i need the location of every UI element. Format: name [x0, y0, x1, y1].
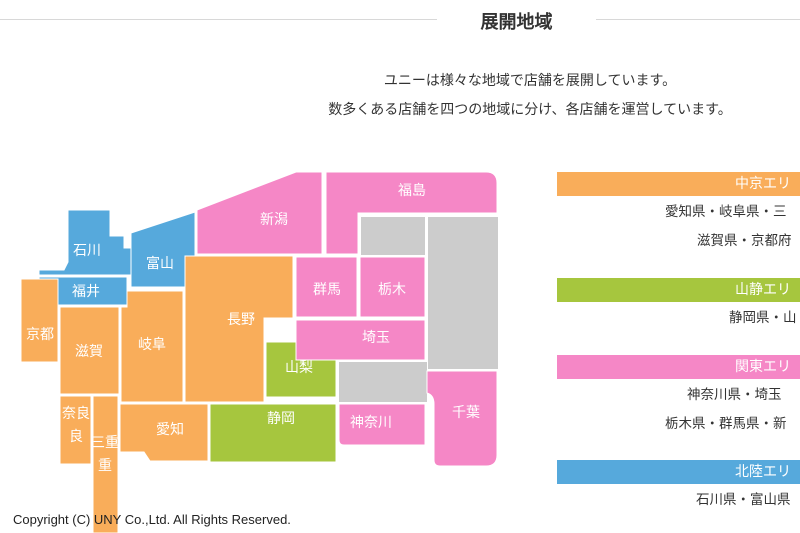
- area-prefs-line: 静岡県・山: [729, 310, 797, 326]
- area-prefs-line: 神奈川県・埼玉: [687, 387, 782, 403]
- prefecture-label: 三重: [91, 435, 119, 451]
- prefecture-kanagawa[interactable]: 神奈川: [338, 403, 426, 446]
- prefecture-nara[interactable]: 奈良 良: [59, 395, 92, 465]
- prefecture-shizuoka[interactable]: 静岡: [209, 403, 337, 463]
- prefecture-label: 新潟: [260, 212, 288, 228]
- prefecture-kyoto[interactable]: 京都: [20, 278, 59, 363]
- prefecture-label: 滋賀: [75, 344, 103, 360]
- prefecture-chiba[interactable]: 千葉: [426, 370, 498, 467]
- prefecture-label: 静岡: [267, 411, 295, 427]
- map-area-other-east: [428, 217, 498, 369]
- prefecture-label: 京都: [26, 327, 54, 343]
- prefecture-label: 奈良: [62, 406, 90, 422]
- prefecture-label-2: 重: [98, 458, 112, 474]
- area-chukyo: 中京エリ 愛知県・岐阜県・三 滋賀県・京都府: [557, 172, 800, 256]
- prefecture-label: 福井: [72, 284, 100, 300]
- prefecture-mie[interactable]: 三重 重: [91, 395, 119, 533]
- prefecture-label: 長野: [227, 312, 255, 328]
- area-prefs-line: 愛知県・岐阜県・三: [665, 204, 787, 220]
- prefecture-niigata[interactable]: 新潟: [196, 171, 323, 255]
- intro-line-2: 数多くある店舗を四つの地域に分け、各店舗を運営しています。: [328, 102, 732, 118]
- prefecture-fukushima[interactable]: 福島: [325, 171, 498, 255]
- prefecture-label: 群馬: [313, 282, 341, 298]
- prefecture-label: 栃木: [378, 282, 406, 298]
- area-bar-kanto[interactable]: 関東エリ: [557, 355, 800, 379]
- prefecture-label: 石川: [73, 243, 101, 259]
- prefecture-label: 神奈川: [350, 415, 392, 431]
- prefecture-label: 福島: [398, 183, 426, 199]
- heading-divider-right: [596, 19, 800, 20]
- prefecture-shiga[interactable]: 滋賀: [59, 306, 120, 395]
- area-sanjo: 山静エリ 静岡県・山: [557, 278, 800, 333]
- copyright-text: Copyright (C) UNY Co.,Ltd. All Rights Re…: [13, 512, 291, 527]
- prefecture-aichi[interactable]: 愛知: [119, 403, 209, 462]
- prefecture-label: 千葉: [452, 405, 480, 421]
- area-prefs-line: 石川県・富山県: [696, 492, 791, 508]
- area-bar-sanjo[interactable]: 山静エリ: [557, 278, 800, 302]
- area-hokuriku: 北陸エリ 石川県・富山県: [557, 460, 800, 515]
- prefecture-label: 富山: [146, 255, 174, 272]
- prefecture-toyama[interactable]: 富山: [130, 211, 196, 288]
- prefecture-tochigi[interactable]: 栃木: [359, 256, 426, 318]
- prefecture-ishikawa[interactable]: 石川: [38, 209, 132, 276]
- map-area-other-south: [339, 362, 427, 402]
- area-bar-chukyo[interactable]: 中京エリ: [557, 172, 800, 196]
- prefecture-label-2: 良: [69, 429, 83, 445]
- prefecture-nagano[interactable]: 長野: [184, 255, 294, 403]
- prefecture-label: 埼玉: [362, 330, 390, 346]
- prefecture-saitama[interactable]: 埼玉: [295, 319, 426, 361]
- area-kanto: 関東エリ 神奈川県・埼玉 栃木県・群馬県・新: [557, 355, 800, 439]
- area-prefs-line: 滋賀県・京都府: [697, 233, 792, 249]
- intro-line-1: ユニーは様々な地域で店舗を展開しています。: [383, 73, 677, 89]
- heading-divider-left: [0, 19, 437, 20]
- prefecture-gunma[interactable]: 群馬: [295, 256, 358, 318]
- prefecture-gifu[interactable]: 岐阜: [120, 290, 184, 403]
- area-prefs-line: 栃木県・群馬県・新: [665, 416, 787, 432]
- map-area-other-north: [361, 217, 425, 255]
- prefecture-label: 愛知: [156, 421, 184, 438]
- prefecture-label: 山梨: [285, 360, 313, 376]
- section-title: 展開地域: [480, 12, 553, 33]
- prefecture-label: 岐阜: [138, 336, 166, 353]
- area-bar-hokuriku[interactable]: 北陸エリ: [557, 460, 800, 484]
- region-map: 石川 富山 福井 京都 滋賀 岐阜 長野 奈良 良 三重 重 愛知: [20, 171, 498, 533]
